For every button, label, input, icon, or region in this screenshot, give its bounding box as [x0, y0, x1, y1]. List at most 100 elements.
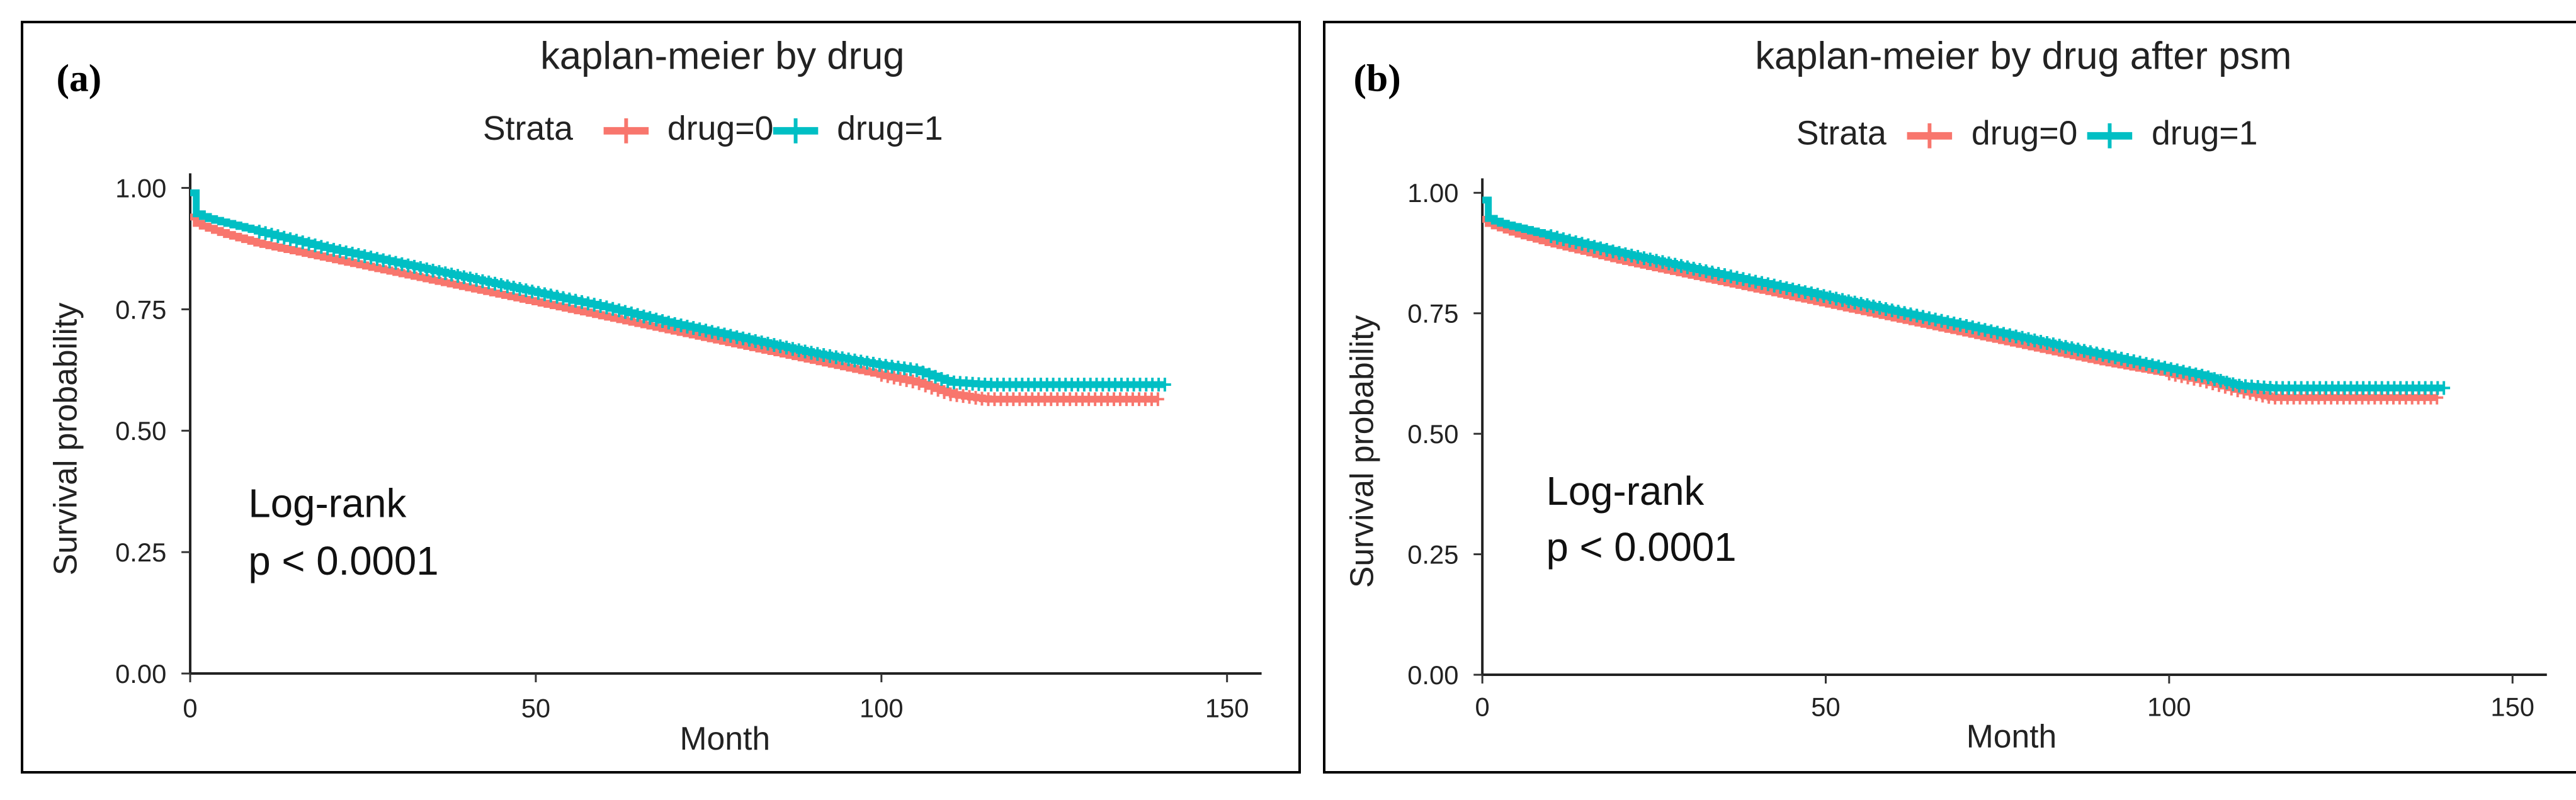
censor-mark	[906, 375, 919, 388]
plot-area: 0 50 100 150 0.00 0.25 0.50 0.75 1.00	[115, 173, 1262, 723]
censor-mark	[1922, 311, 1936, 325]
censor-mark	[925, 380, 938, 395]
censor-mark	[1873, 301, 1887, 315]
legend-label-drug1: drug=1	[2152, 115, 2257, 152]
censor-mark	[1972, 322, 1985, 336]
y-tick-label: 1.00	[115, 173, 166, 203]
censor-mark	[792, 343, 805, 358]
x-axis-label: Month	[680, 720, 771, 757]
censor-mark	[2220, 375, 2233, 390]
censor-mark	[395, 257, 409, 271]
censor-mark	[2227, 377, 2240, 392]
censor-mark	[2183, 366, 2196, 380]
censor-mark	[2437, 381, 2451, 395]
censor-mark	[389, 256, 402, 270]
censor-mark	[494, 278, 508, 292]
censor-mark	[457, 270, 470, 285]
censor-mark	[557, 291, 570, 305]
censor-mark	[2214, 374, 2227, 388]
censor-mark	[1643, 252, 1657, 267]
censor-mark	[358, 249, 372, 264]
censor-mark	[2072, 342, 2085, 357]
censor-mark	[1761, 277, 1774, 291]
censor-mark	[290, 234, 303, 248]
censor-mark	[1978, 323, 1992, 337]
censor-mark	[1929, 312, 1942, 327]
censor-mark	[2016, 330, 2029, 345]
censor-mark	[1756, 276, 1768, 290]
censor-mark	[2028, 333, 2041, 347]
censor-mark	[346, 247, 359, 261]
censor-mark	[383, 254, 396, 269]
censor-mark	[259, 226, 272, 240]
legend-key-drug0	[1907, 123, 1953, 149]
censor-mark	[278, 230, 291, 245]
km-chart-b: (b) kaplan-meier by drug after psm Strat…	[1343, 35, 2547, 754]
censor-mark	[2090, 346, 2103, 361]
censor-mark	[650, 312, 663, 327]
censor-mark	[1836, 293, 1849, 307]
censor-mark	[613, 303, 626, 317]
censor-mark	[439, 266, 452, 281]
censor-mark	[1774, 279, 1787, 294]
censor-mark	[271, 229, 285, 244]
censor-mark	[1997, 327, 2010, 341]
censor-mark	[1718, 268, 1731, 283]
legend-key-drug1	[2087, 123, 2133, 149]
censor-mark	[252, 225, 266, 239]
censor-mark	[581, 296, 594, 310]
censor-mark	[1767, 278, 1781, 293]
legend-title: Strata	[483, 110, 573, 147]
censor-mark	[1551, 230, 1563, 245]
censor-mark	[600, 300, 613, 315]
legend: Strata drug=0 drug=1	[483, 110, 943, 147]
censor-mark	[2059, 340, 2072, 354]
censor-mark	[1941, 315, 1955, 329]
y-axis-label: Survival probability	[1343, 315, 1380, 589]
censor-mark	[1669, 257, 1682, 272]
plot-area: 0 50 100 150 0.00 0.25 0.50 0.75 1.00	[1407, 178, 2547, 722]
panel-b: (b) kaplan-meier by drug after psm Strat…	[1323, 21, 2576, 774]
censor-mark	[1600, 243, 1613, 257]
censor-mark	[501, 279, 514, 293]
censor-mark	[327, 242, 340, 257]
censor-mark	[2170, 363, 2184, 378]
censor-mark	[1606, 244, 1620, 259]
x-tick-label: 150	[1205, 694, 1249, 723]
censor-mark	[482, 275, 496, 290]
censor-mark	[333, 244, 346, 258]
censor-mark	[365, 251, 378, 265]
censor-mark	[2208, 372, 2221, 386]
logrank-label: Log-rank	[1546, 469, 1704, 514]
censor-mark	[1966, 320, 1979, 334]
censor-mark	[1656, 255, 1669, 269]
censor-mark	[875, 368, 888, 382]
x-tick-label: 150	[2490, 692, 2534, 722]
censor-mark	[1582, 238, 1595, 252]
censor-mark	[2159, 361, 2171, 375]
censor-mark	[1675, 259, 1688, 273]
km-chart-a: (a) kaplan-meier by drug Strata drug=0 d…	[47, 35, 1262, 757]
censor-mark	[941, 374, 955, 388]
censor-mark	[910, 363, 923, 378]
censor-mark	[2127, 354, 2140, 368]
survival-line-drug1	[190, 189, 1165, 388]
censor-mark	[1898, 306, 1911, 320]
censor-mark	[1693, 262, 1706, 277]
censor-mark	[513, 282, 526, 296]
panel-tag: (a)	[56, 57, 101, 99]
censor-mark	[576, 295, 588, 309]
censor-mark	[881, 369, 894, 383]
censor-mark	[402, 258, 415, 273]
censor-mark	[1158, 378, 1171, 392]
censor-mark	[1569, 235, 1582, 249]
censor-mark	[569, 293, 582, 308]
censor-mark	[887, 370, 900, 385]
censor-mark	[451, 269, 464, 283]
censor-mark	[1917, 310, 1929, 324]
censor-mark	[302, 237, 315, 251]
y-axis-label: Survival probability	[47, 303, 83, 576]
x-tick-label: 100	[2147, 692, 2191, 722]
censor-mark	[1575, 237, 1589, 251]
censor-mark	[1824, 290, 1837, 305]
